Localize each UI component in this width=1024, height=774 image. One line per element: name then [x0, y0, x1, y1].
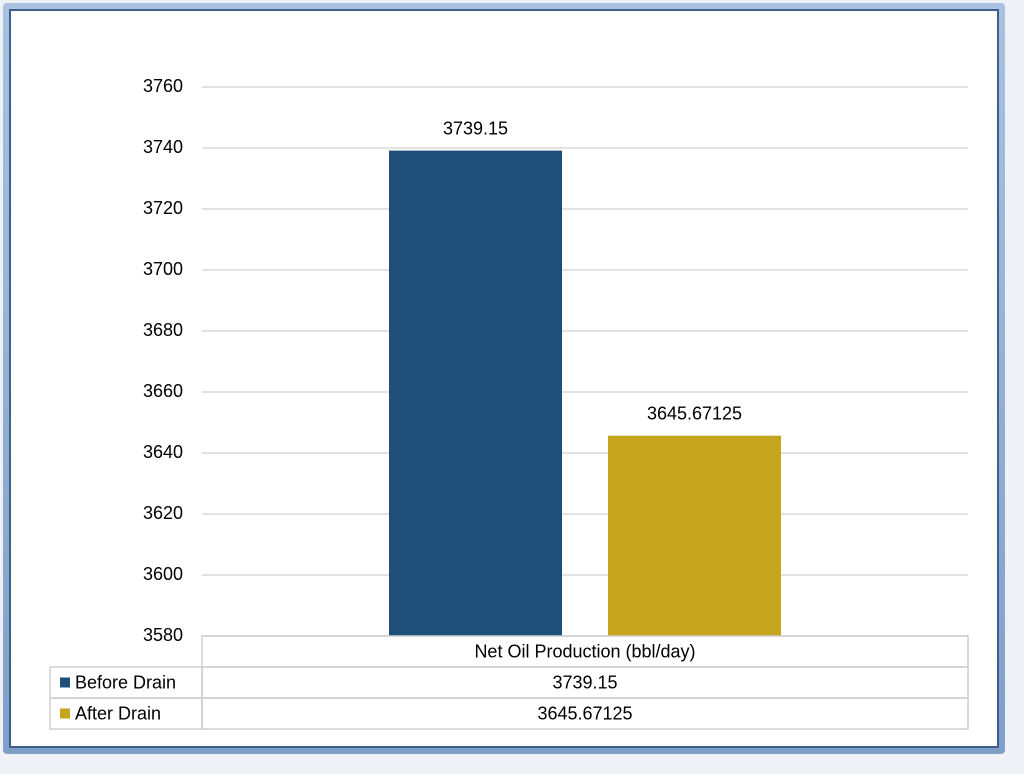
- legend-label: Before Drain: [75, 672, 176, 692]
- legend-swatch: [60, 677, 70, 688]
- y-tick-label: 3760: [143, 76, 183, 96]
- table-header: Net Oil Production (bbl/day): [474, 641, 695, 661]
- legend-swatch: [60, 708, 70, 719]
- table-value: 3645.67125: [537, 703, 632, 723]
- y-tick-label: 3720: [143, 198, 183, 218]
- plot-area: 3580 3600 3620 3640 3660 3680 3700 3720 3740 3760…: [49, 76, 969, 730]
- y-tick-label: 3680: [143, 320, 183, 340]
- y-tick-label: 3740: [143, 137, 183, 157]
- table-value: 3739.15: [552, 672, 617, 692]
- y-tick-label: 3580: [143, 625, 183, 645]
- y-tick-label: 3700: [143, 259, 183, 279]
- legend-label: After Drain: [75, 703, 161, 723]
- table-cell: [201, 697, 969, 730]
- y-tick-label: 3640: [143, 442, 183, 462]
- data-label: 3645.67125: [647, 403, 742, 423]
- y-tick-label: 3660: [143, 381, 183, 401]
- y-tick-label: 3620: [143, 503, 183, 523]
- bar: [389, 150, 562, 636]
- y-tick-label: 3600: [143, 564, 183, 584]
- bar: [608, 435, 781, 636]
- data-label: 3739.15: [443, 118, 508, 138]
